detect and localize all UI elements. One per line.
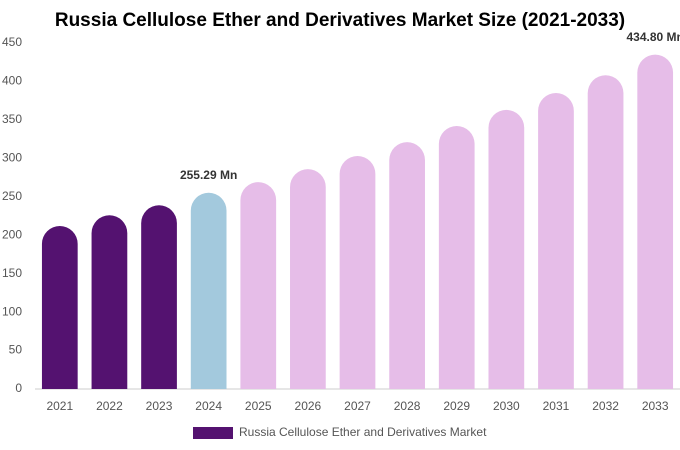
x-tick-label: 2033	[642, 399, 669, 413]
bar	[91, 215, 128, 389]
y-tick-label: 300	[2, 151, 22, 165]
bar	[538, 92, 574, 389]
x-tick-label: 2021	[46, 399, 73, 413]
y-tick-label: 150	[2, 266, 22, 280]
x-tick-label: 2022	[96, 399, 123, 413]
bar	[41, 225, 78, 389]
x-tick-label: 2029	[443, 399, 470, 413]
y-tick-label: 250	[2, 189, 22, 203]
y-tick-label: 100	[2, 304, 22, 318]
legend-swatch	[193, 427, 233, 439]
bar	[587, 75, 624, 389]
bar	[438, 126, 475, 389]
y-tick-label: 0	[15, 381, 22, 395]
bar	[339, 156, 376, 389]
legend-label: Russia Cellulose Ether and Derivatives M…	[239, 425, 487, 439]
y-tick-label: 350	[2, 112, 22, 126]
bar	[190, 192, 227, 389]
y-tick-label: 400	[2, 74, 22, 88]
x-tick-label: 2031	[543, 399, 570, 413]
bar	[290, 169, 326, 389]
bar	[141, 205, 177, 389]
y-tick-label: 50	[9, 343, 23, 357]
x-tick-label: 2026	[295, 399, 322, 413]
value-label: 255.29 Mn	[180, 168, 237, 182]
bar	[240, 182, 277, 389]
x-tick-label: 2025	[245, 399, 272, 413]
bar	[389, 142, 425, 389]
x-tick-label: 2032	[592, 399, 619, 413]
chart-title: Russia Cellulose Ether and Derivatives M…	[55, 10, 625, 31]
x-tick-label: 2024	[195, 399, 222, 413]
y-tick-label: 450	[2, 35, 22, 49]
x-tick-label: 2028	[394, 399, 421, 413]
x-tick-label: 2023	[146, 399, 173, 413]
x-tick-label: 2027	[344, 399, 371, 413]
y-tick-label: 200	[2, 227, 22, 241]
x-tick-label: 2030	[493, 399, 520, 413]
bar	[488, 109, 525, 389]
value-label: 434.80 Mn	[627, 30, 680, 44]
bar	[637, 54, 674, 390]
